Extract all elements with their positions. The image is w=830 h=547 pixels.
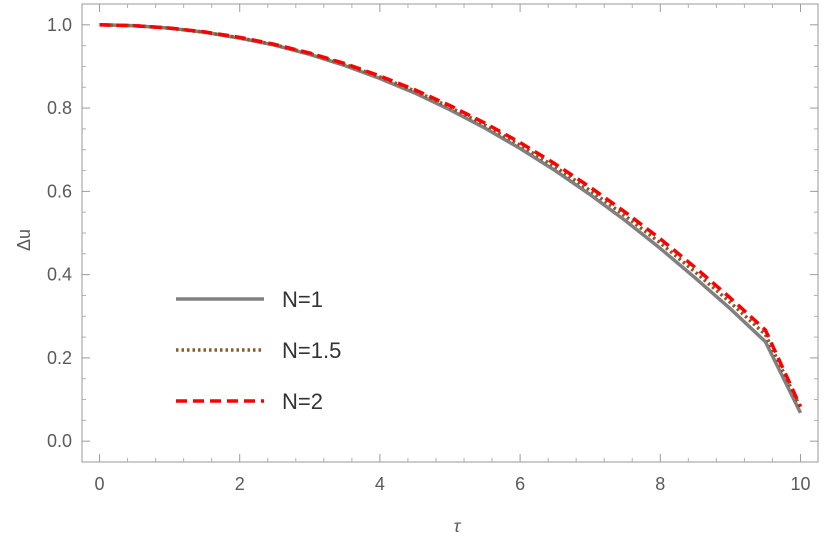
y-tick-label: 0.4 [47, 265, 72, 285]
y-tick-label: 1.0 [47, 15, 72, 35]
legend: N=1 N=1.5 N=2 [176, 287, 341, 414]
legend-label: N=1.5 [282, 338, 341, 363]
plot-frame [81, 3, 819, 463]
x-tick-label: 2 [235, 474, 245, 494]
y-tick-label: 0.6 [47, 181, 72, 201]
legend-label: N=2 [282, 389, 323, 414]
plot-border [81, 3, 819, 463]
x-axis-label: τ [454, 516, 462, 536]
series-line-n-1 [99, 23, 803, 414]
x-tick-label: 8 [655, 474, 665, 494]
x-tick-label: 4 [375, 474, 385, 494]
y-tick-label: 0.0 [47, 431, 72, 451]
x-tick-label: 10 [790, 474, 810, 494]
legend-label: N=1 [282, 287, 323, 312]
y-axis: 0.0 0.2 0.4 0.6 0.8 1.0 [47, 15, 818, 451]
y-axis-label: Δu [14, 229, 34, 251]
series-layer [99, 23, 803, 414]
x-tick-label: 6 [515, 474, 525, 494]
y-tick-label: 0.2 [47, 348, 72, 368]
x-axis: 0 2 4 6 8 10 [95, 4, 810, 494]
x-tick-label: 0 [95, 474, 105, 494]
series-line-n-2 [99, 23, 803, 408]
y-tick-label: 0.8 [47, 98, 72, 118]
